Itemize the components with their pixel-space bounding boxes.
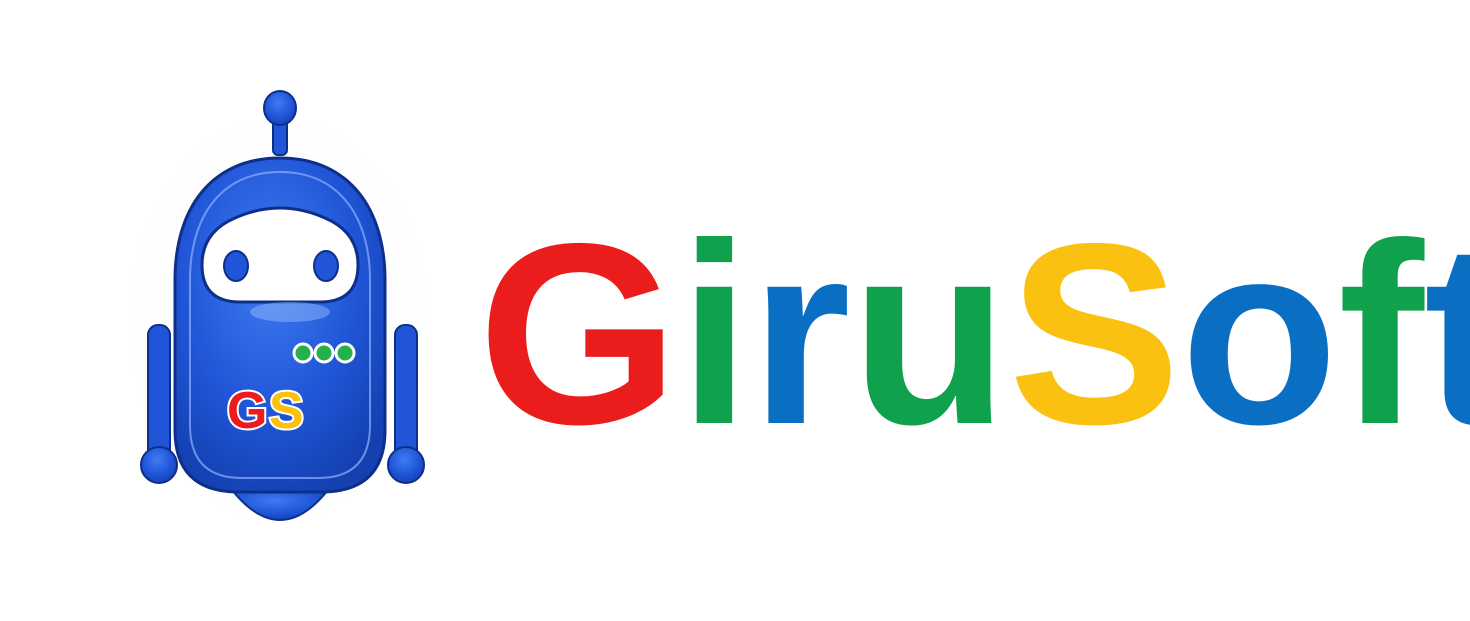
right-eye	[313, 250, 339, 282]
wordmark-letter-r: r	[750, 189, 851, 478]
wordmark-letter-t: t	[1424, 189, 1470, 478]
robot-mascot-icon: G S	[120, 90, 450, 550]
indicator-lights	[292, 342, 356, 364]
wordmark-letter-g: G	[478, 189, 679, 478]
brand-wordmark: GiruSoft	[478, 205, 1470, 465]
left-eye	[223, 250, 249, 282]
wordmark-letter-f: f	[1338, 189, 1425, 478]
wordmark-letter-s: S	[1008, 189, 1181, 478]
wordmark-letter-u: u	[850, 189, 1009, 478]
gs-badge: G S	[225, 380, 306, 442]
antenna	[263, 90, 297, 156]
wordmark-letter-o: o	[1180, 189, 1339, 478]
right-arm	[387, 324, 425, 484]
left-arm	[140, 324, 178, 484]
badge-letter-s: S	[269, 382, 304, 440]
bottom-dome	[229, 489, 331, 521]
wordmark-letter-i: i	[678, 189, 751, 478]
badge-letter-g: G	[227, 382, 267, 440]
